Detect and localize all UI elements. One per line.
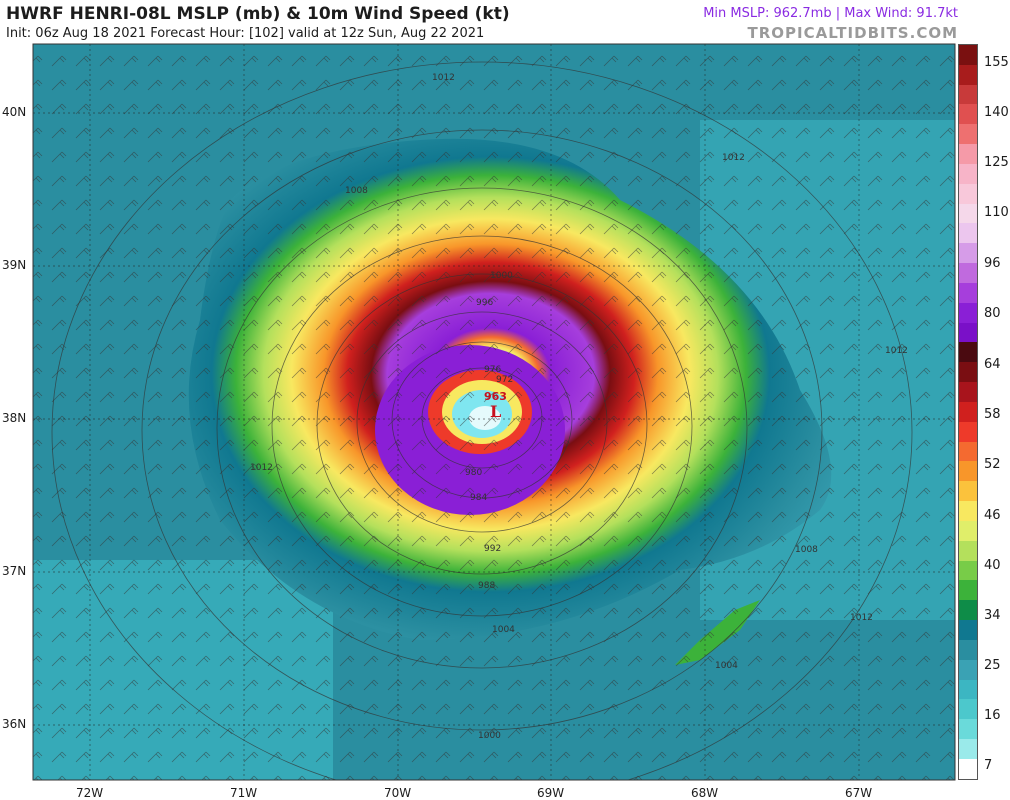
colorbar-tick-label: 16 [984,708,1001,723]
colorbar-swatch [959,401,977,422]
colorbar-swatch [959,362,977,383]
isobars [51,61,913,780]
colorbar-tick-label: 96 [984,256,1001,271]
colorbar-tick-label: 58 [984,407,1001,422]
colorbar-swatch [959,501,977,521]
colorbar-swatch [959,659,977,680]
colorbar-tick-label: 52 [984,457,1001,472]
colorbar-swatch [959,223,977,244]
latitude-label: 38N [2,411,27,425]
svg-text:1012: 1012 [850,613,873,623]
colorbar-tick-label: 80 [984,306,1001,321]
latitude-label: 37N [2,564,27,578]
low-pressure-marker: L [490,402,501,421]
svg-text:996: 996 [476,298,493,308]
center-pressure-label: 963 [484,390,507,403]
longitude-label: 67W [845,786,873,800]
colorbar-tick-label: 125 [984,155,1009,170]
svg-text:1004: 1004 [715,661,738,671]
colorbar-tick-label: 155 [984,55,1009,70]
colorbar-swatch [959,758,977,779]
graticule [33,44,955,780]
latitude-label: 39N [2,258,27,272]
colorbar-swatch [959,679,977,700]
colorbar-swatch [959,382,977,402]
colorbar-swatch [959,243,977,264]
colorbar-tick-label: 25 [984,658,1001,673]
colorbar-swatch [959,461,977,482]
wind-speed-colorbar [958,44,978,780]
map-frame [32,43,956,781]
storm-stats: Min MSLP: 962.7mb | Max Wind: 91.7kt [703,6,958,21]
svg-text:984: 984 [470,493,487,503]
svg-text:1000: 1000 [490,271,513,281]
colorbar-swatch [959,124,977,145]
chart-title: HWRF HENRI-08L MSLP (mb) & 10m Wind Spee… [6,4,510,24]
svg-text:1012: 1012 [250,463,273,473]
svg-text:1008: 1008 [345,186,368,196]
colorbar-swatch [959,84,977,105]
svg-text:988: 988 [478,581,495,591]
colorbar-swatch [959,540,977,561]
colorbar-swatch [959,104,977,125]
longitude-label: 70W [384,786,412,800]
colorbar-swatch [959,421,977,442]
svg-text:980: 980 [465,468,482,478]
longitude-label: 71W [230,786,258,800]
colorbar-swatch [959,183,977,204]
svg-text:1012: 1012 [722,153,745,163]
svg-text:992: 992 [484,544,501,554]
colorbar-swatch [959,203,977,224]
svg-text:1004: 1004 [492,625,515,635]
colorbar-swatch [959,263,977,283]
wind-barbs [33,44,955,780]
colorbar-swatch [959,620,977,640]
colorbar-swatch [959,738,977,759]
svg-text:1012: 1012 [432,73,455,83]
colorbar-swatch [959,481,977,502]
svg-text:976: 976 [484,365,501,375]
colorbar-tick-label: 46 [984,508,1001,523]
svg-text:1008: 1008 [795,545,818,555]
colorbar-swatch [959,64,977,85]
colorbar-swatch [959,639,977,660]
latitude-label: 40N [2,105,27,119]
colorbar-swatch [959,45,977,65]
colorbar-tick-label: 40 [984,558,1001,573]
colorbar-swatch [959,600,977,621]
colorbar-swatch [959,441,977,462]
source-watermark: TROPICALTIDBITS.COM [747,24,958,42]
colorbar-tick-label: 110 [984,205,1009,220]
chart-subtitle: Init: 06z Aug 18 2021 Forecast Hour: [10… [6,26,485,41]
colorbar-tick-label: 140 [984,105,1009,120]
colorbar-swatch [959,163,977,184]
colorbar-swatch [959,560,977,581]
svg-text:1000: 1000 [478,731,501,741]
colorbar-swatch [959,580,977,601]
longitude-label: 72W [76,786,104,800]
colorbar-swatch [959,719,977,739]
latitude-label: 36N [2,717,27,731]
colorbar-swatch [959,322,977,343]
colorbar-swatch [959,144,977,164]
svg-text:972: 972 [496,375,513,385]
colorbar-swatch [959,282,977,303]
svg-text:1012: 1012 [885,346,908,356]
isobar-labels: 1012 1012 1008 1004 1000 996 992 988 984… [250,73,908,741]
longitude-label: 69W [537,786,565,800]
colorbar-swatch [959,302,977,323]
colorbar-tick-label: 7 [984,758,993,773]
colorbar-tick-label: 34 [984,608,1001,623]
colorbar-tick-label: 64 [984,357,1001,372]
colorbar-swatch [959,520,977,541]
colorbar-swatch [959,342,977,363]
longitude-label: 68W [691,786,719,800]
colorbar-swatch [959,699,977,720]
